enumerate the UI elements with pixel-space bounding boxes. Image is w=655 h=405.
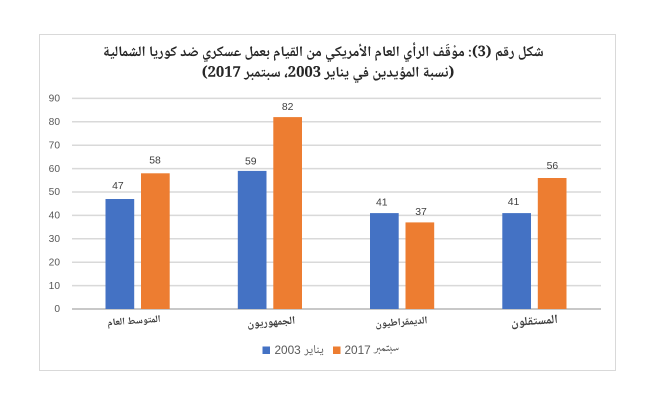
svg-text:60: 60 xyxy=(49,164,61,175)
svg-text:2017: 2017 xyxy=(345,343,371,357)
svg-text:41: 41 xyxy=(508,197,520,208)
svg-text:30: 30 xyxy=(49,234,61,245)
svg-text:40: 40 xyxy=(49,211,61,222)
svg-text:58: 58 xyxy=(149,156,161,167)
svg-text:80: 80 xyxy=(49,117,61,128)
svg-text:59: 59 xyxy=(245,157,257,168)
svg-text:20: 20 xyxy=(49,257,61,268)
svg-text:70: 70 xyxy=(49,140,61,151)
svg-text:37: 37 xyxy=(415,207,427,218)
svg-text:82: 82 xyxy=(282,102,294,113)
svg-text:2003: 2003 xyxy=(275,343,302,357)
svg-text:56: 56 xyxy=(547,161,559,172)
svg-text:0: 0 xyxy=(54,304,60,315)
svg-text:50: 50 xyxy=(49,187,61,198)
svg-text:41: 41 xyxy=(376,197,388,208)
svg-text:47: 47 xyxy=(112,181,124,192)
svg-text:90: 90 xyxy=(49,94,61,105)
svg-text:10: 10 xyxy=(49,281,61,292)
